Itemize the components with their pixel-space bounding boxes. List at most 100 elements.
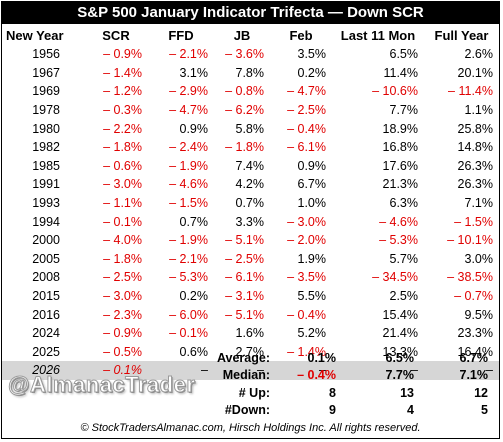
last-11-mon-cell: – 4.6%	[379, 214, 418, 229]
stat-full-year: 6.7%	[459, 351, 489, 365]
scr-cell: – 4.0%	[103, 233, 142, 248]
ffd-cell: – 4.6%	[169, 177, 208, 192]
scr-cell: – 1.4%	[103, 65, 142, 80]
stat-label: # Up:	[238, 385, 270, 400]
year-cell: 1969	[32, 84, 60, 99]
jb-cell: – 0.8%	[225, 84, 264, 99]
stat-feb: 0.1%	[307, 351, 337, 365]
last-11-mon-cell: 7.7%	[389, 103, 419, 118]
jb-cell: – 3.6%	[225, 47, 264, 62]
table-row: 2024 – 0.9% – 0.1% 1.6% 5.2% 21.4% 23.3%	[2, 324, 499, 343]
year-cell: 2005	[32, 251, 60, 266]
jb-cell: – 6.1%	[225, 270, 264, 285]
scr-cell: – 1.8%	[103, 251, 142, 266]
stat-label: #Down:	[224, 402, 270, 417]
year-cell: 2026	[2, 361, 84, 380]
col-header-full-year: Full Year	[434, 27, 489, 43]
stat-feb: – 0.4%	[297, 368, 336, 383]
stat-feb: 8	[329, 385, 336, 400]
stat-label: Median:	[222, 368, 270, 383]
year-cell: 1994	[32, 214, 60, 229]
scr-cell: – 0.3%	[103, 103, 142, 118]
col-header-last-11-mon: Last 11 Mon	[340, 27, 416, 43]
last-11-mon-cell: 21.4%	[382, 326, 418, 341]
last-11-mon-cell: – 10.6%	[372, 84, 418, 99]
ffd-cell: 0.6%	[179, 344, 209, 359]
year-cell: 2000	[32, 233, 60, 248]
scr-cell: – 1.1%	[103, 196, 142, 211]
col-header-feb: Feb	[289, 27, 313, 43]
year-cell: 2015	[32, 289, 60, 304]
year-cell: 1980	[32, 121, 60, 136]
full-year-cell: 23.3%	[457, 326, 493, 341]
col-header-new-year: New Year	[6, 27, 64, 43]
year-cell: 1991	[32, 177, 60, 192]
table-row: 1994 – 0.1% 0.7% 3.3% – 3.0% – 4.6% – 1.5%	[2, 212, 499, 231]
scr-cell: – 0.9%	[103, 47, 142, 62]
col-header-jb: JB	[233, 27, 251, 43]
table-row: 1991 – 3.0% – 4.6% 4.2% 6.7% 21.3% 26.3%	[2, 175, 499, 194]
feb-cell: – 3.5%	[287, 270, 326, 285]
ffd-cell: – 2.9%	[169, 84, 208, 99]
stat-full-year: 5	[481, 402, 488, 417]
full-year-cell: 26.3%	[457, 158, 493, 173]
stat-full-year: 12	[474, 385, 488, 400]
jb-cell: 0.7%	[235, 196, 265, 211]
jb-cell: 7.8%	[235, 65, 265, 80]
table-row: 1993 – 1.1% – 1.5% 0.7% 1.0% 6.3% 7.1%	[2, 194, 499, 213]
feb-cell: 0.9%	[297, 158, 327, 173]
jb-cell: – 2.5%	[225, 251, 264, 266]
year-cell: 2024	[32, 326, 60, 341]
scr-cell: – 2.3%	[103, 307, 142, 322]
jb-cell: – 1.8%	[225, 140, 264, 155]
ffd-cell: 0.9%	[179, 121, 209, 136]
header-row: New Year SCR FFD JB Feb Last 11 Mon Full…	[2, 25, 499, 45]
feb-cell: – 6.1%	[287, 140, 326, 155]
jb-cell: – 3.1%	[225, 289, 264, 304]
ffd-cell: 0.7%	[179, 214, 209, 229]
ffd-cell: – 1.9%	[169, 158, 208, 173]
stat-row: # Up: 8 13 12	[2, 385, 499, 402]
ffd-cell: – 2.1%	[169, 251, 208, 266]
table-row: 1967 – 1.4% 3.1% 7.8% 0.2% 11.4% 20.1%	[2, 64, 499, 83]
jb-cell: – 5.1%	[225, 233, 264, 248]
twitter-handle: @AlmanacTrader	[7, 372, 196, 398]
last-11-mon-cell: 5.7%	[389, 251, 419, 266]
feb-cell: – 0.4%	[287, 121, 326, 136]
last-11-mon-cell: 15.4%	[382, 307, 418, 322]
jb-cell: 5.8%	[235, 121, 265, 136]
scr-cell: – 2.5%	[103, 270, 142, 285]
scr-cell: – 3.0%	[103, 289, 142, 304]
last-11-mon-cell: 13.3%	[382, 344, 418, 359]
jb-cell: –	[214, 361, 270, 380]
last-11-mon-cell: 6.3%	[389, 196, 419, 211]
stat-row: Average: 0.1% 6.5% 6.7%	[2, 350, 499, 367]
ffd-cell: – 2.1%	[169, 47, 208, 62]
year-cell: 2016	[32, 307, 60, 322]
last-11-mon-cell: 11.4%	[383, 65, 418, 80]
table-title: S&P 500 January Indicator Trifecta — Dow…	[2, 2, 499, 24]
jb-cell: 4.2%	[235, 177, 265, 192]
jb-cell: 1.6%	[235, 326, 265, 341]
year-cell: 1982	[32, 140, 60, 155]
ffd-cell: – 4.7%	[169, 103, 208, 118]
scr-cell: – 0.1%	[84, 361, 148, 380]
feb-cell: 6.7%	[297, 177, 327, 192]
table-row: 2015 – 3.0% 0.2% – 3.1% 5.5% 2.5% – 0.7%	[2, 287, 499, 306]
last-11-mon-cell: 18.9%	[382, 121, 418, 136]
col-header-scr: SCR	[102, 27, 130, 43]
full-year-cell: 26.3%	[457, 177, 493, 192]
feb-cell: 5.2%	[297, 326, 327, 341]
ffd-cell: – 1.5%	[169, 196, 208, 211]
jb-cell: 3.3%	[235, 214, 265, 229]
feb-cell: – 2.0%	[287, 233, 326, 248]
scr-cell: – 1.8%	[103, 140, 142, 155]
full-year-cell: 20.1%	[457, 65, 493, 80]
stat-full-year: 7.1%	[459, 368, 489, 383]
full-year-cell: 16.4%	[457, 344, 493, 359]
ffd-cell: –	[148, 361, 214, 380]
stat-feb: 9	[329, 402, 336, 417]
stat-row: #Down: 9 4 5	[2, 402, 499, 419]
year-cell: 2008	[32, 270, 60, 285]
